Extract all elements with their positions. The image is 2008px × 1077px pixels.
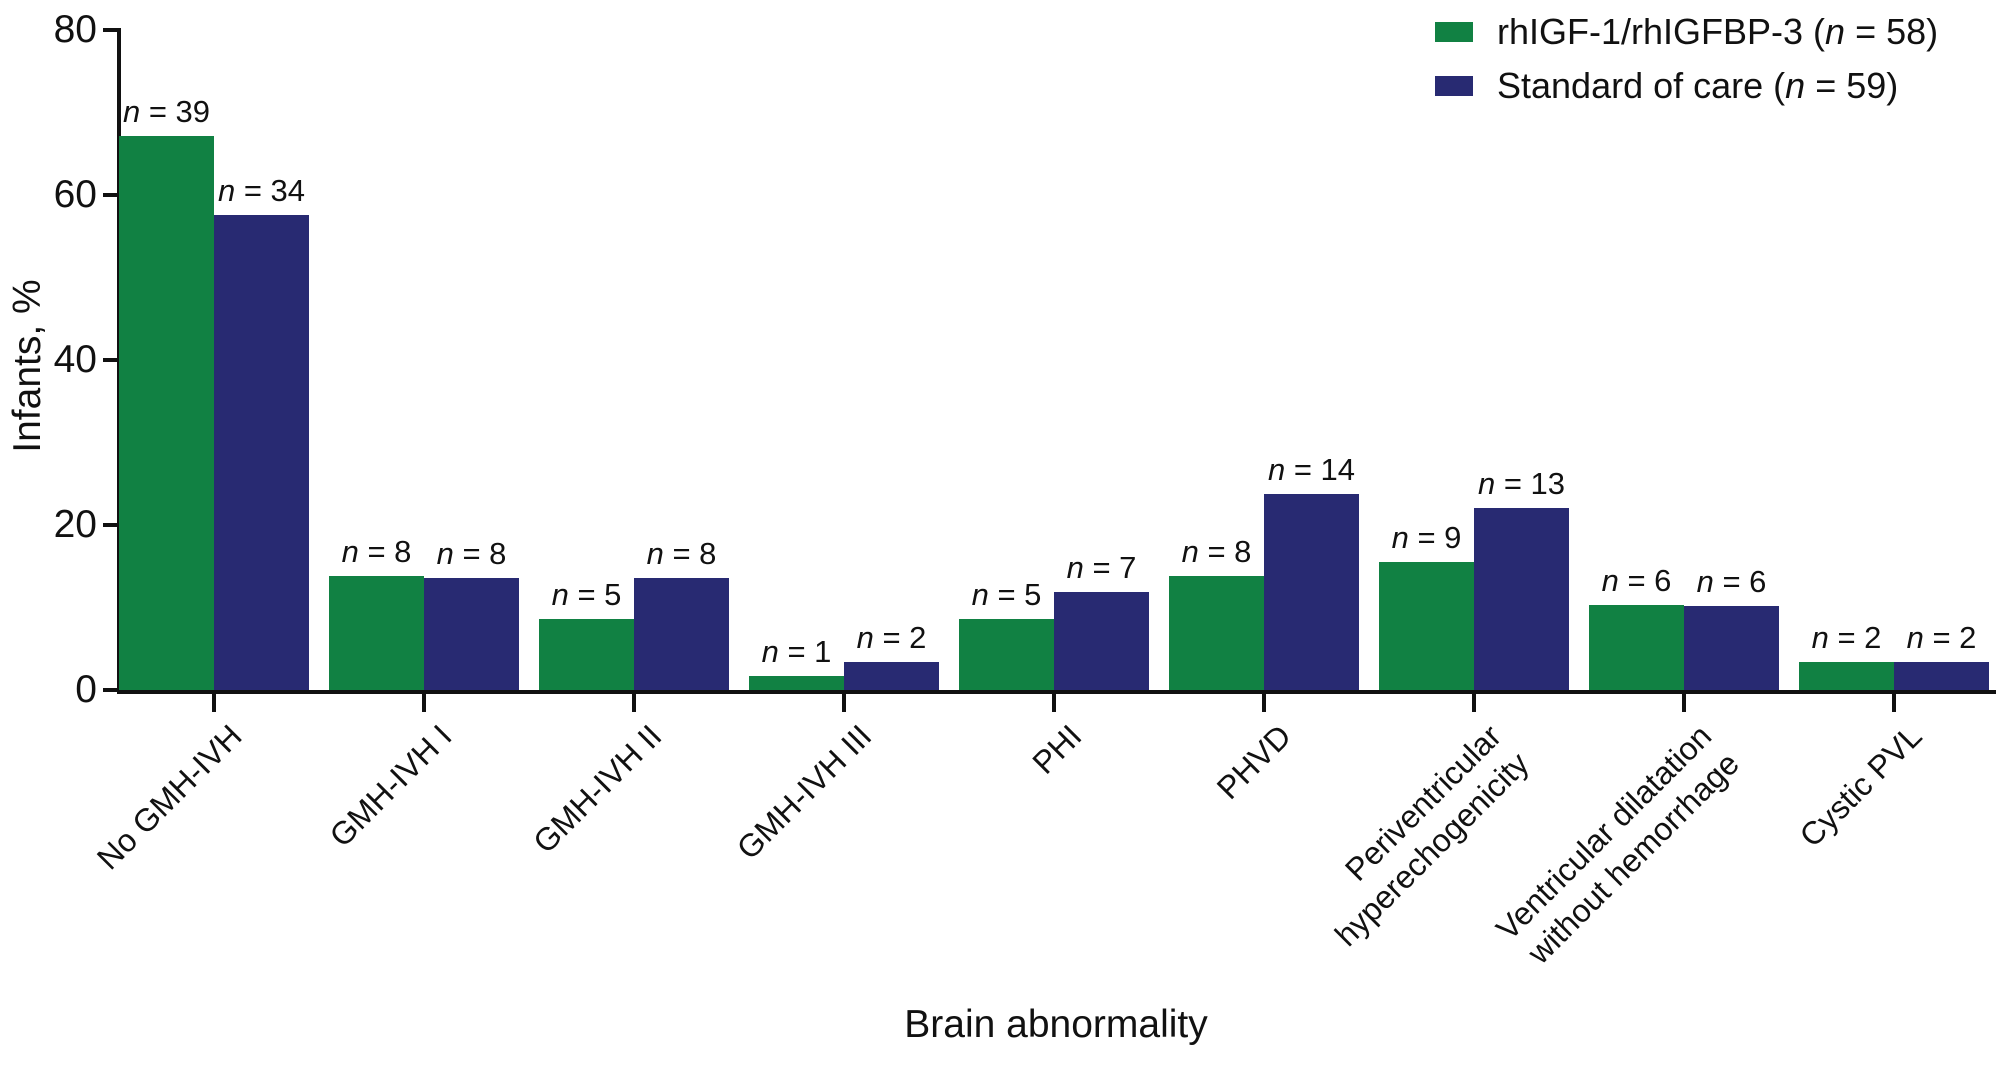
x-axis-tick: [1052, 694, 1056, 712]
y-axis-tick-label: 80: [53, 8, 97, 51]
x-axis-tick: [1262, 694, 1266, 712]
legend-entry: rhIGF-1/rhIGFBP-3 (n = 58): [1435, 10, 1938, 54]
bar-green: [1589, 605, 1684, 690]
bar-count-label: n = 2: [856, 620, 927, 655]
legend-swatch: [1435, 22, 1473, 42]
legend-entry-label: rhIGF-1/rhIGFBP-3 (n = 58): [1497, 11, 1939, 52]
bar-count-label: n = 34: [217, 173, 306, 208]
bar-navy: [1264, 494, 1359, 690]
y-axis-tick: [103, 28, 117, 32]
bar-green: [1169, 576, 1264, 690]
legend-swatch: [1435, 76, 1473, 96]
category-label: No GMH-IVH: [89, 717, 249, 877]
y-axis-tick-label: 20: [53, 503, 97, 546]
bar-navy: [214, 215, 309, 690]
legend-entry-label: Standard of care (n = 59): [1497, 65, 1899, 106]
x-axis-tick: [1892, 694, 1896, 712]
bar-navy: [634, 578, 729, 690]
category-label: GMH-IVH I: [322, 717, 459, 854]
category-label: PHI: [1024, 717, 1089, 781]
bar-green: [329, 576, 424, 690]
bar-count-label: n = 8: [646, 536, 717, 571]
bar-count-label: n = 5: [551, 577, 622, 612]
category-label: GMH-IVH II: [525, 717, 669, 861]
x-axis-tick: [632, 694, 636, 712]
bar-navy: [424, 578, 519, 690]
bar-count-label: n = 8: [1181, 534, 1252, 569]
bar-count-label: n = 6: [1696, 564, 1767, 599]
bar-count-label: n = 5: [971, 577, 1042, 612]
bar-navy: [1474, 508, 1569, 690]
x-axis-tick: [212, 694, 216, 712]
y-axis-tick-label: 60: [53, 173, 97, 216]
category-label: Cystic PVL: [1792, 717, 1929, 854]
category-label: Ventricular dilatation without hemorrhage: [1488, 717, 1746, 971]
bar-navy: [1894, 662, 1989, 690]
bar-count-label: n = 7: [1066, 550, 1137, 585]
bar-count-label: n = 2: [1811, 620, 1882, 655]
y-axis-tick: [103, 193, 117, 197]
bar-green: [959, 619, 1054, 690]
bar-navy: [844, 662, 939, 690]
bar-navy: [1684, 606, 1779, 690]
legend-entry: Standard of care (n = 59): [1435, 64, 1938, 108]
bar-count-label: n = 14: [1267, 452, 1356, 487]
y-axis-tick: [103, 523, 117, 527]
bar-navy: [1054, 592, 1149, 690]
y-axis-tick: [103, 688, 117, 692]
y-axis-tick-label: 0: [75, 668, 97, 711]
bar-count-label: n = 1: [761, 634, 832, 669]
x-axis-tick: [842, 694, 846, 712]
legend: rhIGF-1/rhIGFBP-3 (n = 58) Standard of ca…: [1435, 10, 1938, 118]
bar-count-label: n = 9: [1391, 520, 1462, 555]
x-axis-tick: [422, 694, 426, 712]
x-axis-title: Brain abnormality: [904, 1003, 1208, 1046]
bar-green: [1799, 662, 1894, 690]
bar-count-label: n = 2: [1906, 620, 1977, 655]
bar-green: [1379, 562, 1474, 690]
bar-count-label: n = 39: [122, 94, 211, 129]
bar-count-label: n = 8: [436, 536, 507, 571]
y-axis-tick: [103, 358, 117, 362]
x-axis-line: [117, 690, 1996, 694]
bar-count-label: n = 13: [1477, 466, 1566, 501]
bar-green: [749, 676, 844, 690]
x-axis-tick: [1682, 694, 1686, 712]
category-label: PHVD: [1209, 717, 1299, 807]
bar-count-label: n = 8: [341, 534, 412, 569]
bar-count-label: n = 6: [1601, 563, 1672, 598]
y-axis-tick-label: 40: [53, 338, 97, 381]
x-axis-tick: [1472, 694, 1476, 712]
bar-green: [119, 136, 214, 690]
bar-green: [539, 619, 634, 690]
category-label: GMH-IVH III: [729, 717, 879, 867]
